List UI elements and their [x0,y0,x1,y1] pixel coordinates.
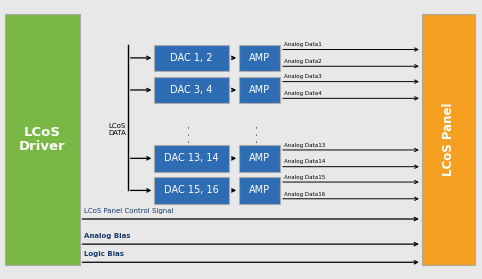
Text: AMP: AMP [249,85,270,95]
Bar [154,177,229,204]
Bar [239,145,280,172]
Text: · · ·: · · · [253,125,263,143]
Text: LCoS Panel Control Signal: LCoS Panel Control Signal [84,208,174,214]
Text: LCoS Panel: LCoS Panel [442,103,455,176]
Text: DAC 13, 14: DAC 13, 14 [164,153,219,163]
Text: Analog Data14: Analog Data14 [284,160,325,165]
Bar [154,77,229,103]
Text: Analog Data4: Analog Data4 [284,91,321,96]
Bar [422,14,475,265]
Text: AMP: AMP [249,53,270,63]
Text: DAC 15, 16: DAC 15, 16 [164,186,219,195]
Bar [154,145,229,172]
Text: Analog Data2: Analog Data2 [284,59,321,64]
Text: Analog Data1: Analog Data1 [284,42,321,47]
Text: DAC 1, 2: DAC 1, 2 [170,53,213,63]
Text: Analog Data16: Analog Data16 [284,192,325,196]
Text: Analog Data15: Analog Data15 [284,175,325,180]
Bar [239,45,280,71]
Text: Logic Bias: Logic Bias [84,251,124,257]
Text: Analog Bias: Analog Bias [84,233,131,239]
Text: Analog Data3: Analog Data3 [284,74,321,79]
Text: LCoS
Driver: LCoS Driver [19,126,66,153]
Text: · · ·: · · · [186,125,195,143]
Text: Analog Data13: Analog Data13 [284,143,325,148]
Bar [239,77,280,103]
Text: AMP: AMP [249,186,270,195]
Text: DAC 3, 4: DAC 3, 4 [171,85,213,95]
Bar [5,14,80,265]
Text: AMP: AMP [249,153,270,163]
Text: LCoS
DATA: LCoS DATA [108,123,126,136]
Bar [154,45,229,71]
Bar [239,177,280,204]
